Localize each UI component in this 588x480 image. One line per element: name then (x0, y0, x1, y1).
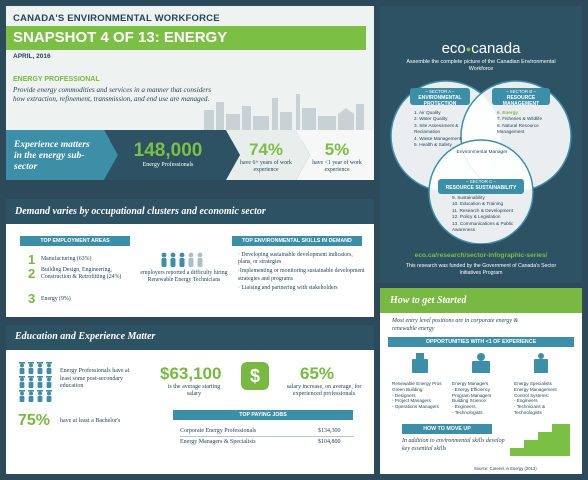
job-title-1: Corporate Energy Professionals (180, 428, 257, 434)
increase-text: salary increase, on average, for experie… (286, 384, 362, 398)
dollar-icon: $ (241, 362, 269, 390)
sector-intro: Assemble the complete picture of the Can… (406, 59, 556, 72)
area-text-2: Building Design, Engineering, Constructi… (41, 267, 122, 281)
demand-header-bar (6, 199, 374, 224)
area-number-3: 3 (28, 291, 36, 306)
snapshot-title: SNAPSHOT 4 OF 13: ENERGY (13, 29, 228, 46)
job-title-2: Energy Managers & Specialists (180, 439, 256, 445)
howto-header-bar (380, 288, 582, 313)
opportunity-3: Energy Specialists Energy Management Contr… (514, 381, 557, 415)
jobs-divider (180, 436, 354, 437)
date-label: APRIL, 2016 (13, 53, 51, 60)
employment-areas-title: TOP EMPLOYMENT AREAS (20, 236, 130, 246)
education-header-bar (6, 325, 374, 350)
source-note: Source: Careers in Energy (2013) (474, 466, 537, 471)
org-title: CANADA'S ENVIRONMENTAL WORKFORCE (13, 13, 220, 24)
sector-c-title: – SECTOR C – RESOURCE SUSTAINABILITY (445, 179, 517, 191)
bachelor-value: 75% (18, 412, 51, 429)
stat-experience-value: 74% (248, 140, 284, 159)
opportunity-1: Renewable Energy Pros Green Building: - De… (392, 381, 442, 410)
stat-professionals-value: 148,000 (133, 140, 203, 161)
top-jobs-title: TOP PAYING JOBS (173, 410, 353, 420)
area-number-1: 1 (28, 252, 36, 267)
snapshot-bar (6, 26, 366, 50)
demand-header: Demand varies by occupational clusters a… (15, 206, 266, 217)
moveup-title: HOW TO MOVE UP (402, 424, 492, 434)
experience-label: Experience matters in the energy sub-sec… (14, 140, 90, 172)
opportunity-2: Energy Managers - Energy Efficiency Progra… (452, 381, 492, 415)
center-label: Environmental Manager (456, 150, 508, 155)
skyline-illustration (204, 94, 364, 132)
moveup-text: In addition to environmental skills deve… (402, 438, 505, 452)
job-salary-1: $134,300 (318, 428, 341, 434)
venn-diagram (390, 80, 572, 244)
stat-experience-caption: have 6+ years of work experience (240, 160, 292, 173)
profile-title: ENERGY PROFESSIONAL (13, 76, 100, 83)
profile-description: Provide energy commodities and services … (13, 86, 212, 104)
area-text-3: Energy (9%) (41, 296, 71, 302)
increase-value: 65% (300, 364, 335, 383)
area-text-1: Manufacturing (63%) (41, 256, 92, 262)
graduates-icon-grid (19, 362, 52, 402)
salary-value: $63,100 (160, 364, 222, 383)
stat-new-caption: have <1 year of work experience (312, 160, 362, 173)
sector-a-title: – SECTOR A – ENVIRONMENTAL PROTECTION (418, 89, 462, 107)
sector-b-title: – SECTOR B – RESOURCE MANAGEMENT (502, 89, 540, 107)
sector-b-list: 6. Energy 7. Fisheries & Wildlife 8. Natur… (497, 110, 543, 135)
experience-banner (6, 130, 374, 180)
research-link[interactable]: eco.ca/research/sector-infographic-serie… (414, 252, 548, 259)
stat-new-value: 5% (324, 140, 350, 159)
education-header: Education and Experience Matter (15, 331, 156, 342)
job-salary-2: $104,800 (318, 439, 341, 445)
sector-c-list: 9. Sustainability 10. Education & Trainin… (452, 195, 514, 233)
opportunity-icons (412, 353, 548, 373)
bachelor-text: have at least a Bachelor's (60, 418, 121, 424)
difficulty-text: employers reported a difficulty hiring R… (140, 270, 228, 284)
howto-intro: Most entry level positions are in corpor… (392, 318, 519, 332)
stairs-icon (510, 424, 570, 456)
salary-text: is the average starting salary (167, 384, 221, 398)
opportunities-title: OPPORTUNITIES WITH <1 OF EXPERIENCE (388, 337, 574, 347)
postsecondary-text: Energy Professionals have at least some … (60, 368, 130, 390)
skills-list: · Developing sustainable development ind… (238, 252, 365, 291)
sector-a-list: 1. Air Quality 2. Water Quality 3. Site As… (414, 110, 461, 148)
funding-note: This research was funded by the Governme… (405, 263, 557, 276)
stat-professionals-caption: Energy Professionals (142, 162, 194, 168)
area-number-2: 2 (28, 266, 36, 281)
eco-canada-logo: eco●canada (441, 40, 521, 57)
skills-title: TOP ENVIRONMENTAL SKILLS IN DEMAND (232, 236, 362, 246)
howto-header: How to get Started (390, 295, 467, 306)
people-icon-group (161, 252, 203, 267)
